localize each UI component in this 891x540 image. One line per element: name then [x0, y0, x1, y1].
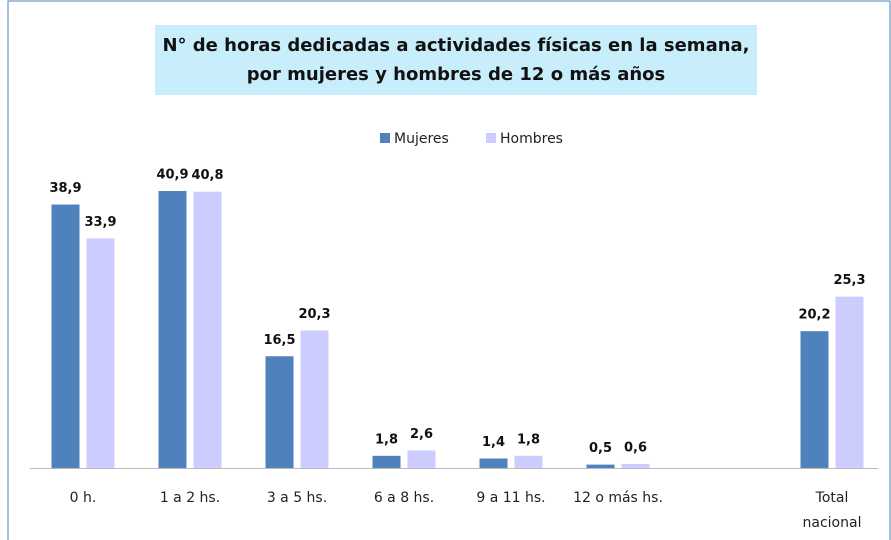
bar — [86, 238, 115, 468]
bar — [300, 330, 329, 468]
value-label: 0,5 — [589, 441, 612, 456]
chart-title: N° de horas dedicadas a actividades físi… — [162, 35, 749, 56]
x-tick-label: 6 a 8 hs. — [373, 490, 435, 506]
value-label: 40,9 — [156, 168, 188, 183]
bar — [621, 463, 650, 468]
value-label: 16,5 — [263, 333, 295, 348]
bar — [158, 191, 187, 468]
value-label: 38,9 — [49, 181, 81, 196]
legend-swatch — [380, 133, 390, 143]
value-label: 33,9 — [84, 215, 116, 230]
chart-frame — [7, 0, 891, 540]
bar — [407, 450, 436, 468]
x-tick-label: 0 h. — [69, 490, 97, 506]
bar — [265, 356, 294, 468]
x-tick-label: 3 a 5 hs. — [266, 490, 328, 506]
bar — [586, 464, 615, 468]
bar — [51, 204, 80, 468]
x-tick-label: 9 a 11 hs. — [476, 490, 546, 506]
x-tick-label: Total nacional — [802, 490, 862, 531]
title-box — [155, 25, 757, 95]
value-label: 0,6 — [624, 440, 647, 455]
value-label: 1,8 — [375, 432, 398, 447]
value-label: 2,6 — [410, 427, 433, 442]
legend-swatch — [486, 133, 496, 143]
bar — [193, 191, 222, 469]
legend-label: Mujeres — [394, 131, 449, 147]
value-label: 20,2 — [798, 308, 830, 323]
bar — [514, 455, 543, 468]
value-label: 40,8 — [191, 168, 223, 183]
bar — [372, 455, 401, 468]
legend-label: Hombres — [500, 131, 563, 147]
value-label: 25,3 — [833, 273, 865, 288]
chart-title: por mujeres y hombres de 12 o más años — [247, 64, 666, 85]
value-label: 20,3 — [298, 307, 330, 322]
x-tick-label: 12 o más hs. — [573, 490, 663, 506]
value-label: 1,4 — [482, 435, 505, 450]
value-label: 1,8 — [517, 432, 540, 447]
bar — [800, 331, 829, 468]
bar — [479, 458, 508, 468]
x-tick-label: 1 a 2 hs. — [159, 490, 221, 506]
bar — [835, 296, 864, 468]
